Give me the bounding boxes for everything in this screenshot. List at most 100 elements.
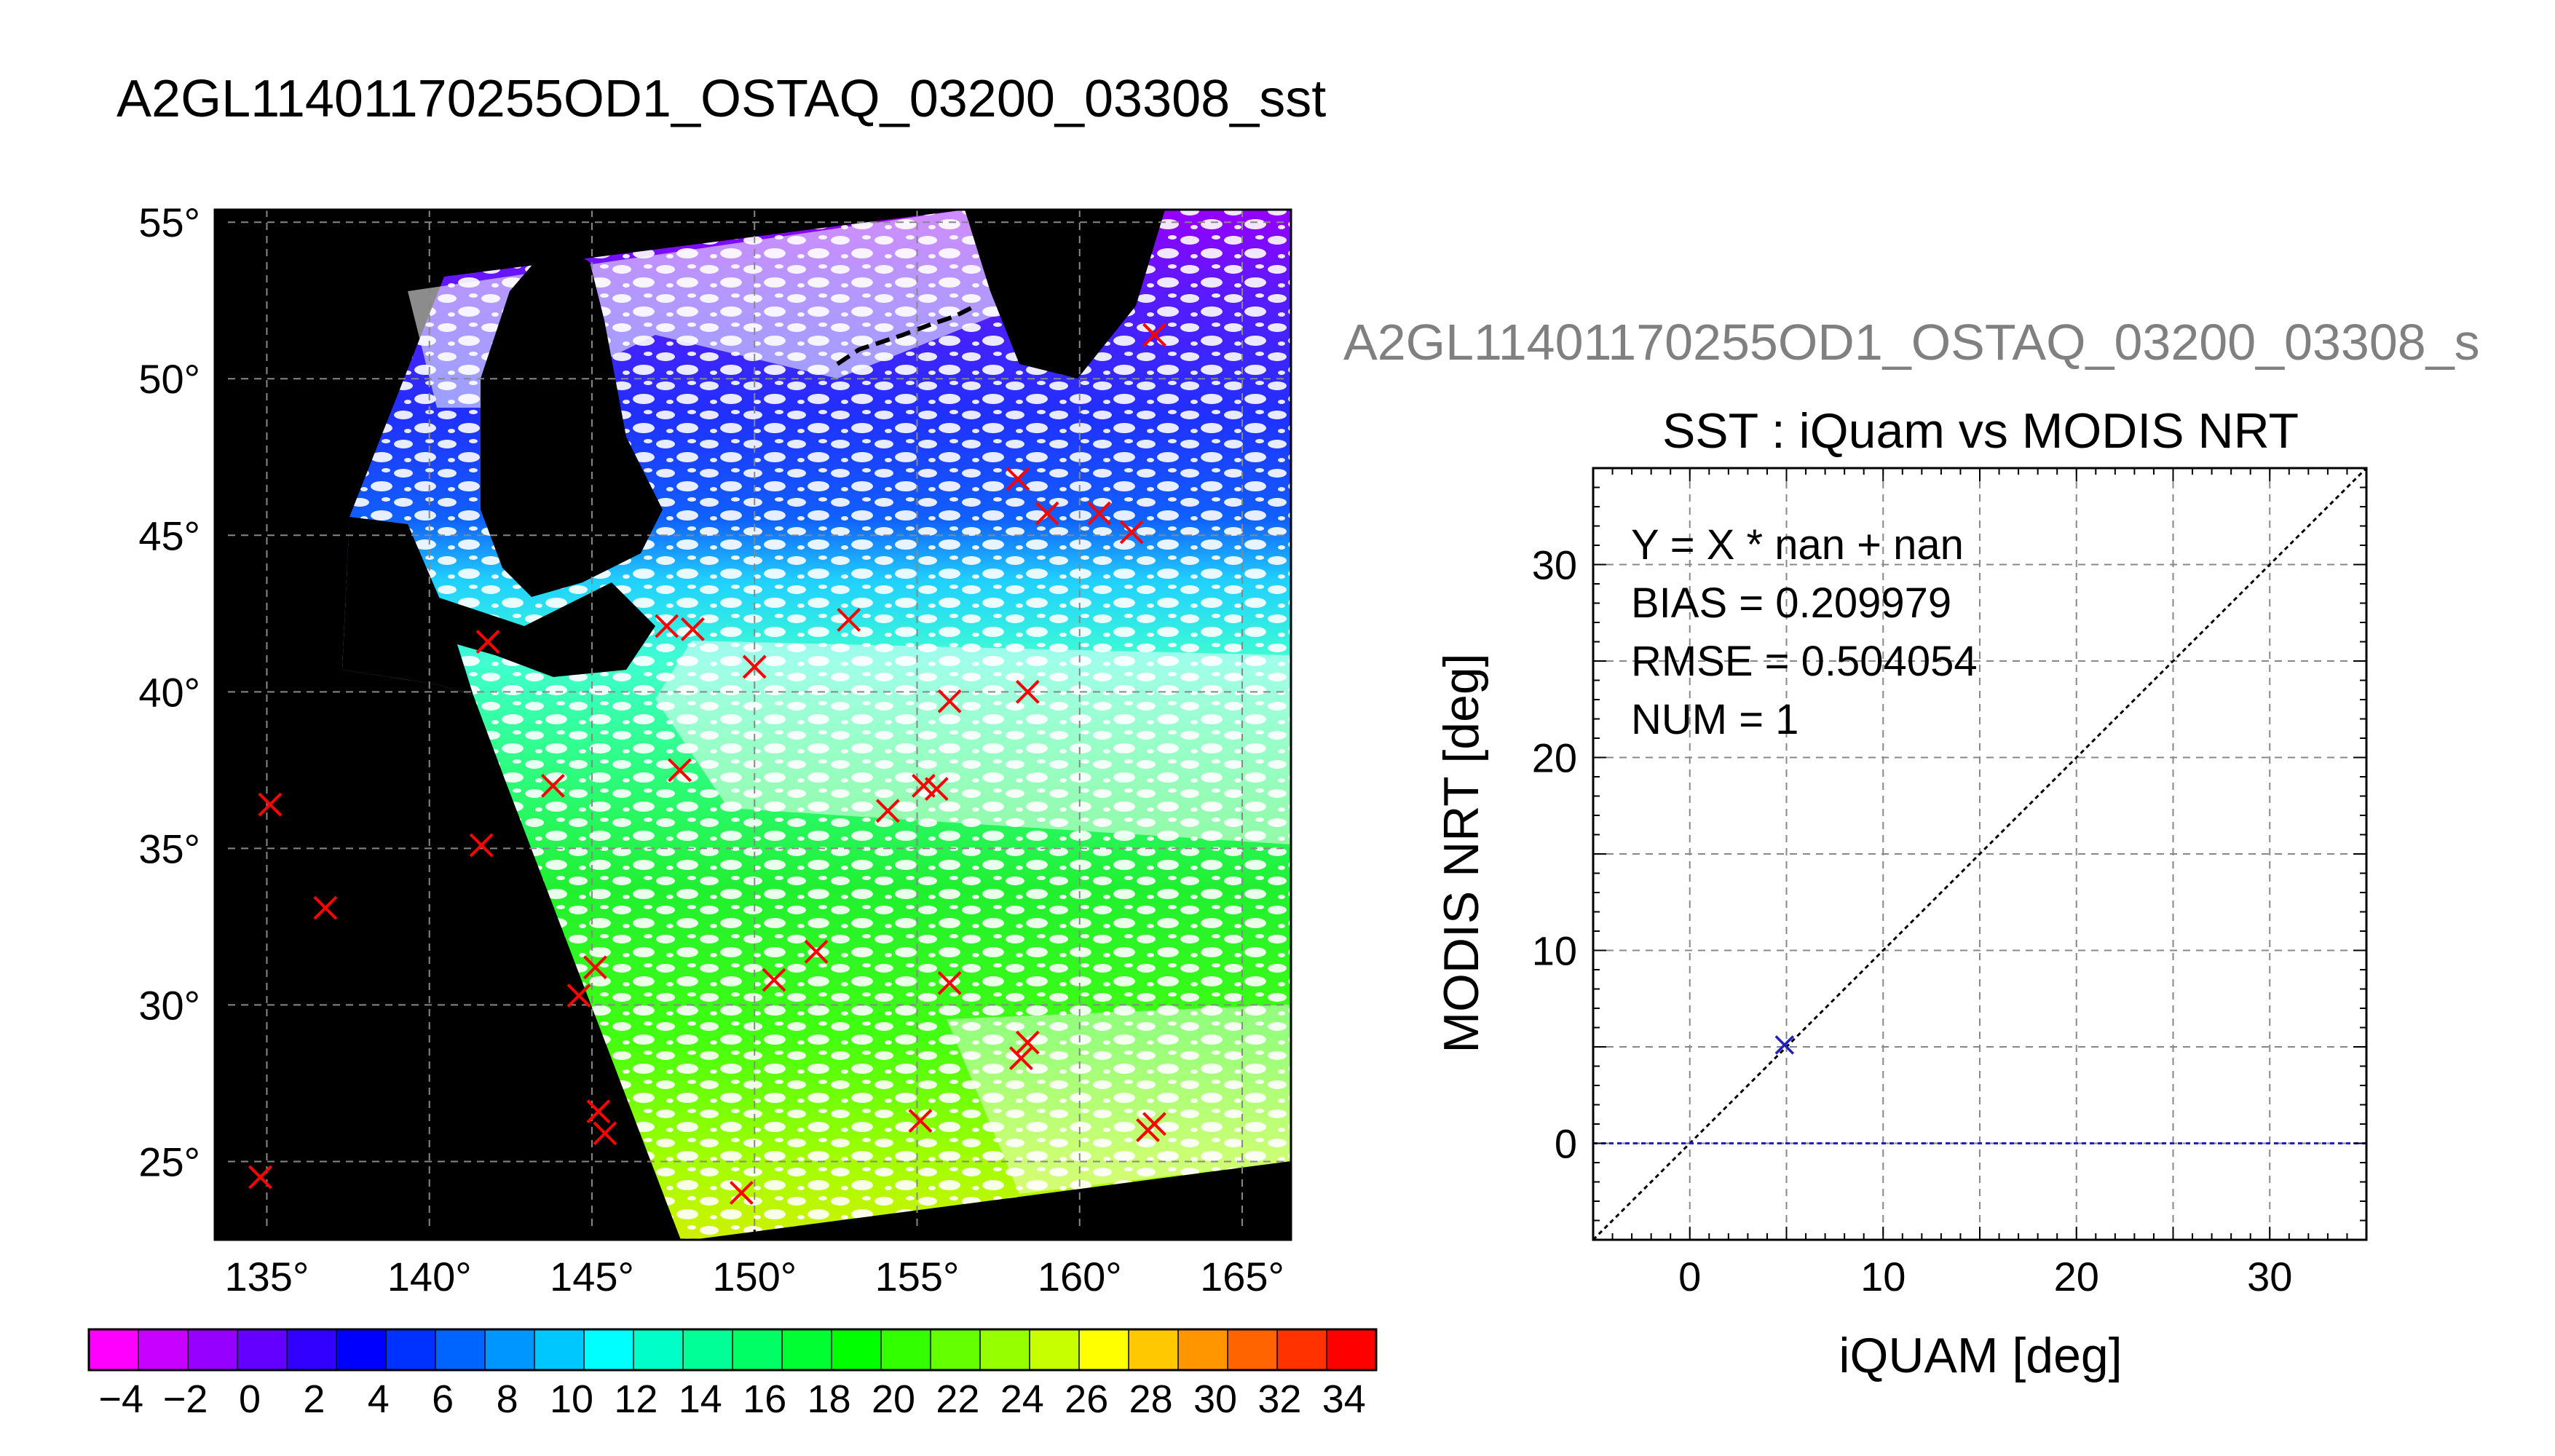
land-kamchatka — [965, 210, 1165, 379]
matchup-point — [583, 955, 607, 980]
colorbar-cell — [1277, 1329, 1327, 1370]
scatter-ticks: 0 10 20 30 0 10 20 30 — [1532, 467, 2367, 1299]
lon-tick-label: 165° — [1200, 1254, 1284, 1299]
secondary-title: A2GL11401170255OD1_OSTAQ_03200_03308_s — [1343, 314, 2480, 371]
matchup-point — [1035, 501, 1059, 526]
colorbar-cell — [782, 1329, 832, 1370]
matchup-point — [593, 1121, 617, 1146]
land-tohoku — [437, 582, 655, 677]
matchup-point — [1015, 679, 1040, 704]
matchup-point — [1136, 1118, 1160, 1142]
scatter-point — [1774, 1035, 1795, 1055]
identity-line — [1592, 467, 2368, 1241]
scatter-x-tick-label: 0 — [1678, 1254, 1701, 1299]
lat-tick-label: 30° — [138, 982, 200, 1028]
colorbar-label: 8 — [497, 1377, 518, 1421]
colorbar-cell — [732, 1329, 783, 1370]
colorbar-cell — [1030, 1329, 1080, 1370]
matchup-point — [475, 630, 500, 654]
scatter-grid — [1593, 468, 2366, 1240]
lon-tick-label: 160° — [1038, 1254, 1122, 1299]
sst-map: 135° 140° 145° 150° 155° 160° 165° 55° 50° 45° 40… — [138, 199, 1292, 1299]
matchup-point — [655, 614, 679, 638]
colorbar-cell — [980, 1329, 1030, 1370]
matchup-point — [804, 939, 829, 964]
matchup-point — [1006, 467, 1030, 491]
matchup-point — [258, 792, 283, 817]
scatter-annotation: BIAS = 0.209979 — [1631, 579, 1951, 627]
matchup-point — [837, 608, 861, 632]
scatter-annotation: Y = X * nan + nan — [1631, 521, 1964, 569]
colorbar-cell — [188, 1329, 238, 1370]
colorbar-label: −4 — [98, 1377, 143, 1421]
land-hokkaido — [481, 240, 663, 597]
colorbar-label: 32 — [1257, 1377, 1301, 1421]
scatter-points — [1774, 1035, 1795, 1055]
colorbar-label: 16 — [743, 1377, 786, 1421]
latitude-labels: 55° 50° 45° 40° 35° 30° 25° — [138, 199, 200, 1184]
lon-tick-label: 135° — [225, 1254, 309, 1299]
matchup-point — [586, 1099, 611, 1124]
colorbar-label: 0 — [239, 1377, 261, 1421]
colorbar-label: 12 — [614, 1377, 657, 1421]
colorbar-cell — [633, 1329, 684, 1370]
matchup-point — [469, 833, 494, 858]
colorbar-cell — [584, 1329, 634, 1370]
colorbar-cell — [1327, 1329, 1377, 1370]
colorbar-label: 24 — [1000, 1377, 1044, 1421]
longitude-labels: 135° 140° 145° 150° 155° 160° 165° — [225, 1254, 1284, 1299]
colorbar-cell — [386, 1329, 436, 1370]
colorbar-cell — [832, 1329, 882, 1370]
colorbar-cell — [89, 1329, 139, 1370]
colorbar-cell — [1079, 1329, 1129, 1370]
colorbar-label: 28 — [1129, 1377, 1173, 1421]
lon-tick-label: 145° — [550, 1254, 634, 1299]
colorbar-label: 2 — [303, 1377, 325, 1421]
matchup-point — [742, 654, 767, 679]
lat-tick-label: 25° — [138, 1139, 200, 1184]
colorbar-label: 4 — [368, 1377, 390, 1421]
matchup-point — [908, 1109, 933, 1133]
colorbar-label: 30 — [1193, 1377, 1237, 1421]
colorbar-cell — [1228, 1329, 1278, 1370]
scatter-plot: SST : iQuam vs MODIS NRT 0 10 20 300102030 … — [1434, 403, 2368, 1383]
colorbar-frame — [87, 1328, 1378, 1372]
scatter-annotation: RMSE = 0.504054 — [1631, 638, 1978, 685]
matchup-point — [566, 984, 591, 1008]
colorbar-label: 22 — [936, 1377, 979, 1421]
lat-tick-label: 55° — [138, 199, 200, 245]
cloud-band-south — [947, 1005, 1291, 1194]
lat-tick-label: 45° — [138, 513, 200, 558]
colorbar-cell — [683, 1329, 733, 1370]
lat-tick-label: 50° — [138, 356, 200, 402]
colorbar-cell — [138, 1329, 189, 1370]
colorbar-cell — [534, 1329, 585, 1370]
colorbar-label: 34 — [1322, 1377, 1366, 1421]
matchup-point — [729, 1181, 754, 1205]
matchup-point — [540, 773, 565, 798]
lat-tick-label: 35° — [138, 826, 200, 871]
colorbar-cell — [1129, 1329, 1179, 1370]
cloud-band-mid — [655, 641, 1291, 844]
map-grid — [215, 210, 1291, 1240]
scatter-y-tick-label: 10 — [1532, 928, 1577, 974]
colorbar-label: 18 — [807, 1377, 851, 1421]
matchup-point — [762, 968, 786, 992]
colorbar-label: 14 — [679, 1377, 722, 1421]
colorbar-cell — [237, 1329, 288, 1370]
matchup-point — [1142, 323, 1166, 347]
lat-tick-label: 40° — [138, 669, 200, 715]
colorbar-cell — [435, 1329, 486, 1370]
matchup-points — [248, 323, 1166, 1205]
lon-tick-label: 150° — [712, 1254, 797, 1299]
main-title: A2GL11401170255OD1_OSTAQ_03200_03308_sst — [117, 70, 1327, 128]
colorbar: −4 −2 0 2 4 6 8 10 12 14 16 18 20 22 24 26 28 30 32 34 — [87, 1328, 1378, 1421]
matchup-point — [248, 1165, 272, 1190]
colorbar-labels: −4 −2 0 2 4 6 8 10 12 14 16 18 20 22 24 26 28 30 32 34 — [98, 1377, 1365, 1421]
scatter-x-tick-label: 30 — [2247, 1254, 2292, 1299]
colorbar-cells — [89, 1329, 1377, 1370]
scatter-annotation: NUM = 1 — [1631, 696, 1798, 743]
lon-tick-label: 140° — [387, 1254, 472, 1299]
scatter-title: SST : iQuam vs MODIS NRT — [1662, 403, 2299, 459]
